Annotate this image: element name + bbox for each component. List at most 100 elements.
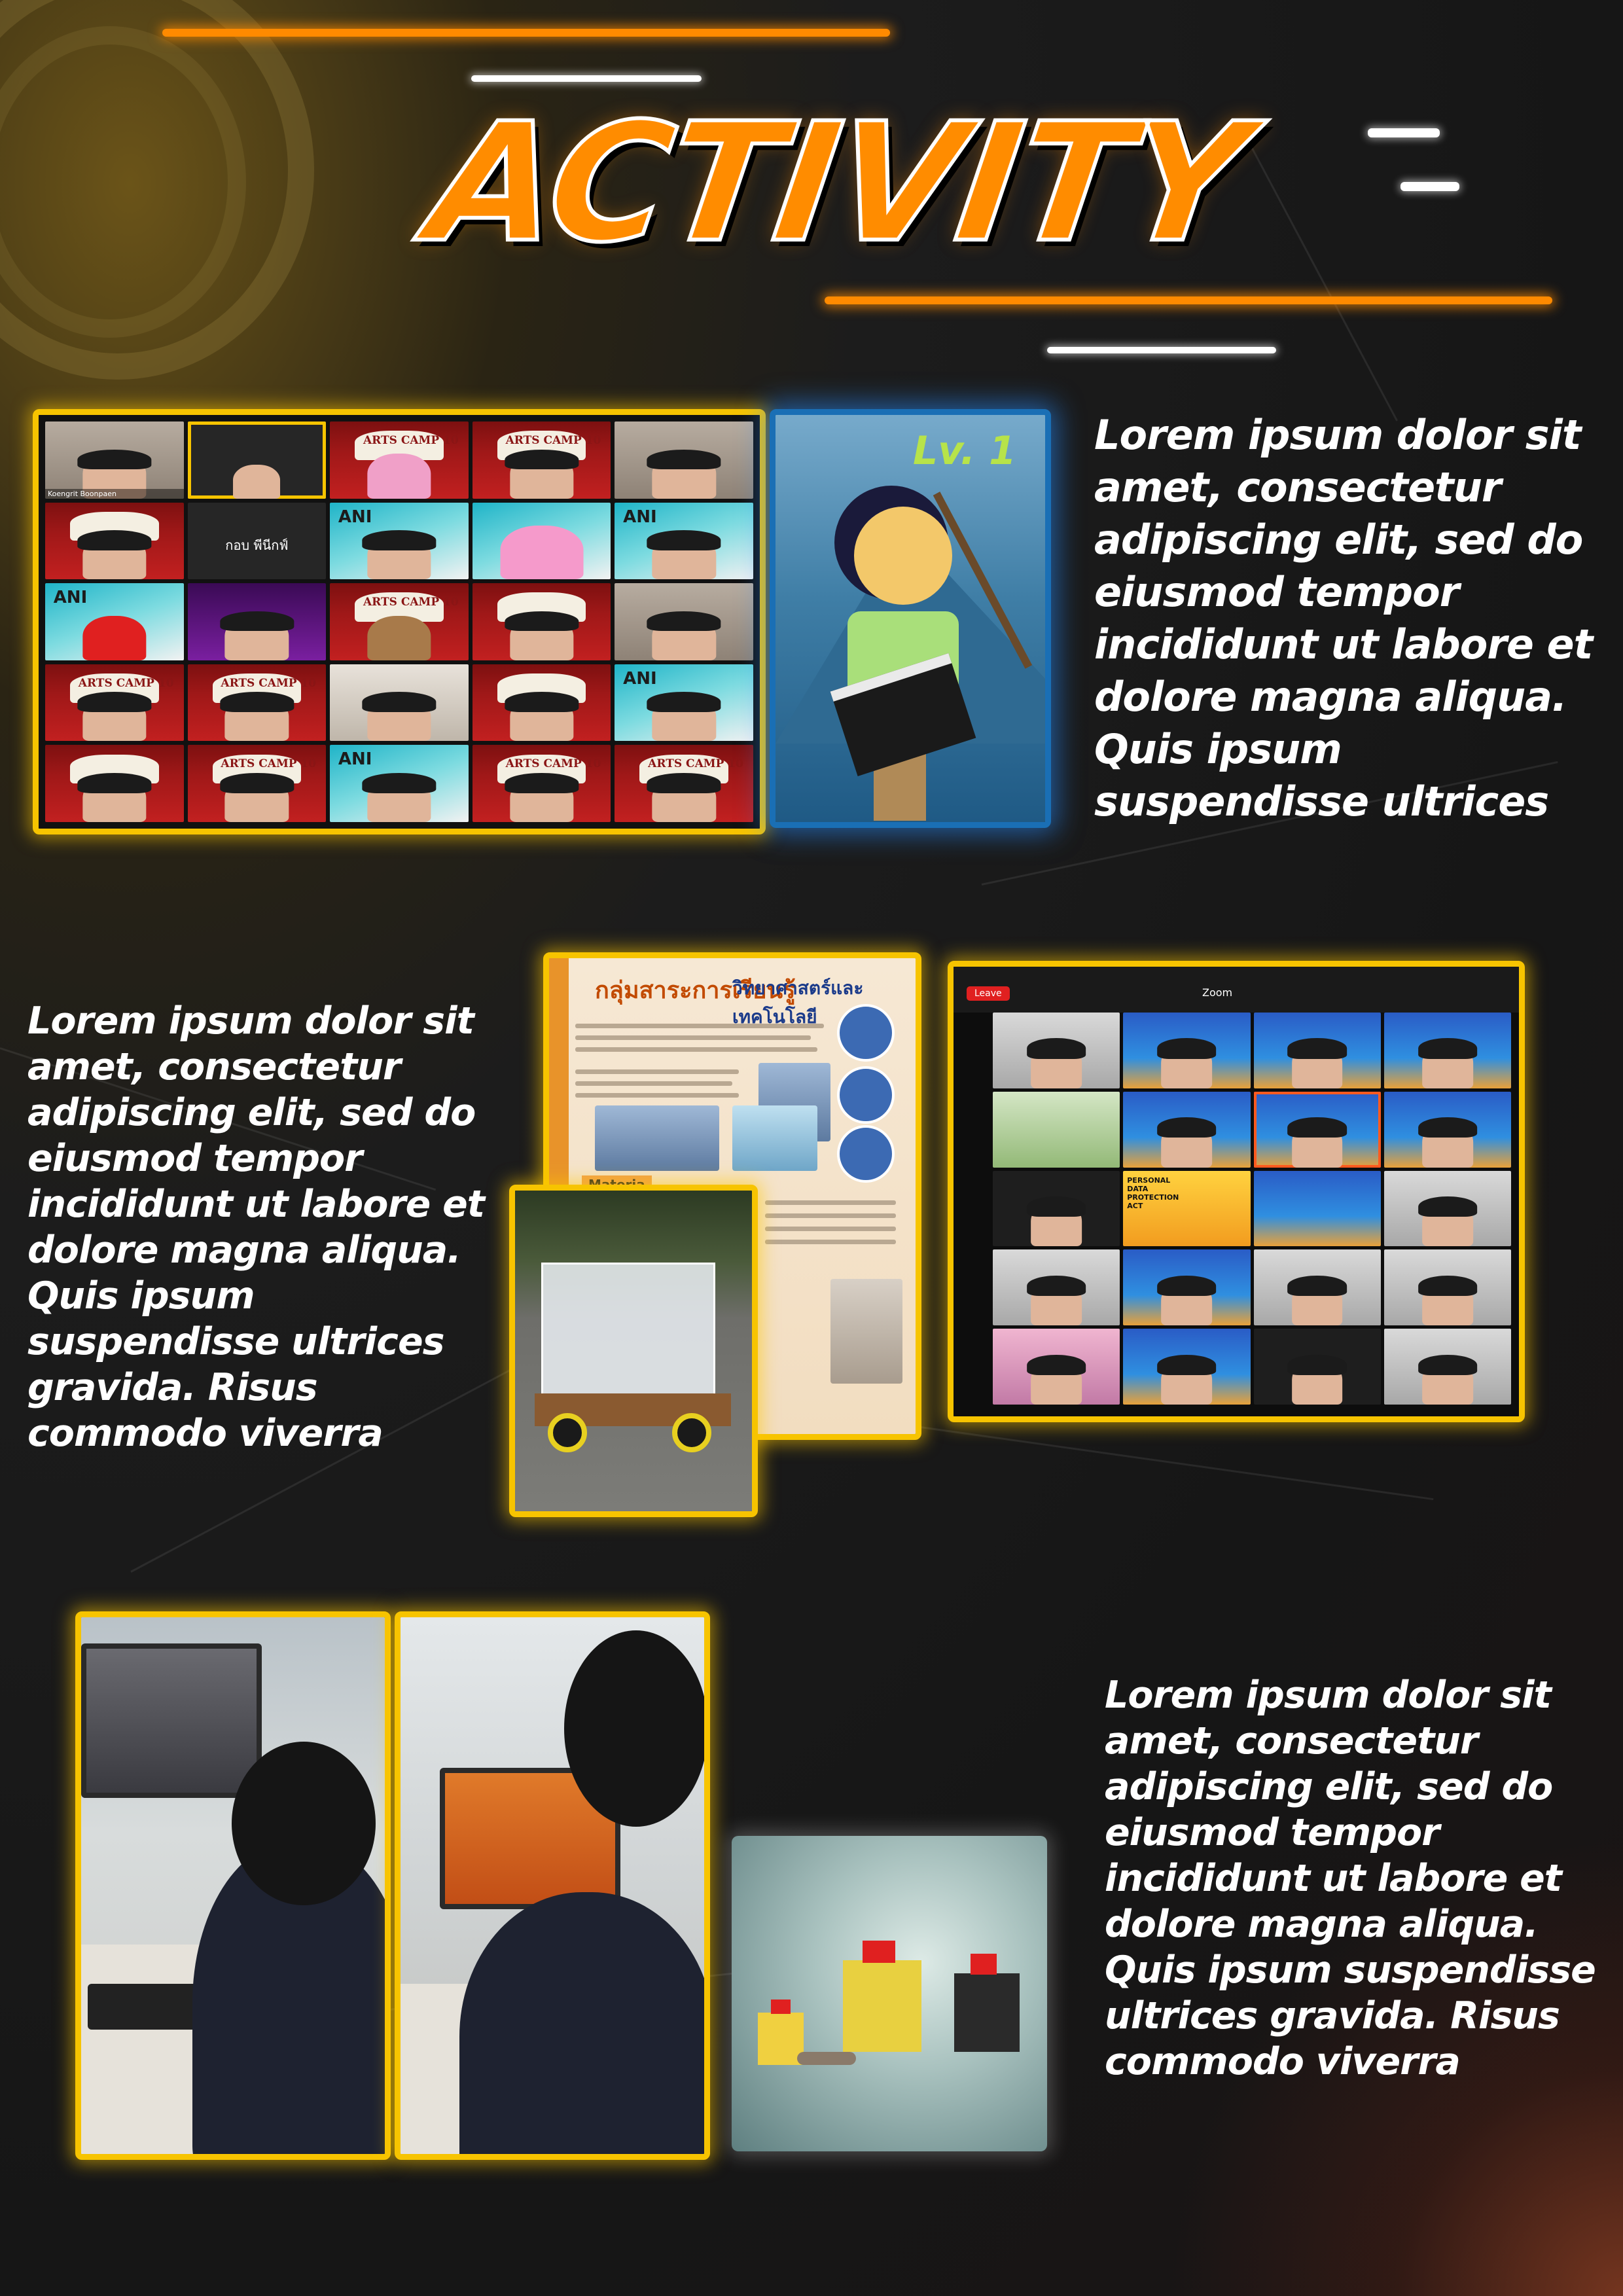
character-illustration: Lv. 1 xyxy=(776,415,1045,822)
participant-tile xyxy=(45,745,184,822)
character-illustration-card: Lv. 1 xyxy=(770,409,1051,828)
computer-monitor xyxy=(81,1643,262,1798)
participant-tile: ARTS CAMP 10 xyxy=(187,745,327,822)
acrylic-box xyxy=(541,1263,715,1410)
participant-tile-active-speaker xyxy=(187,422,327,499)
student-back xyxy=(459,1892,704,2154)
poster-text-line xyxy=(575,1093,739,1098)
participant-tile-pdpa: PERSONAL DATA PROTECTION ACT xyxy=(1123,1170,1251,1247)
poster-text-line xyxy=(765,1227,896,1231)
participant-tile xyxy=(1123,1329,1251,1405)
voxel-chicken-comb xyxy=(863,1941,895,1963)
voxel-chicken-small xyxy=(758,2013,804,2065)
zoom-meeting-screenshot-2: Leave Zoom PERSONAL DATA PROTECTION ACT xyxy=(948,961,1525,1422)
character-head xyxy=(854,507,952,605)
participant-tile xyxy=(1253,1329,1381,1405)
participant-tile xyxy=(1123,1249,1251,1326)
leave-button[interactable]: Leave xyxy=(967,986,1010,1001)
poster-photo xyxy=(732,1105,817,1171)
participant-tile xyxy=(993,1091,1120,1168)
participant-tile: ARTS CAMP 10 xyxy=(615,745,753,822)
voxel-chicken-comb xyxy=(771,2000,791,2014)
participant-tile xyxy=(187,583,327,660)
render-scene xyxy=(732,1836,1047,2151)
poster-portrait xyxy=(837,1004,895,1062)
poster-text-line xyxy=(765,1200,896,1205)
participant-tile xyxy=(1383,1249,1511,1326)
poster-portrait xyxy=(837,1125,895,1183)
participant-tile xyxy=(472,502,611,580)
participant-tile xyxy=(45,502,184,580)
participant-tile xyxy=(615,422,753,499)
participant-tile: ANI xyxy=(330,745,469,822)
poster-text-line xyxy=(765,1240,896,1244)
participant-tile xyxy=(1253,1249,1381,1326)
lab-scene xyxy=(81,1617,385,2154)
participant-tile: ANI xyxy=(330,502,469,580)
participant-tile xyxy=(1383,1091,1511,1168)
participant-tile: Koengrit Boonpaen xyxy=(45,422,184,499)
participant-tile xyxy=(993,1249,1120,1326)
participant-tile xyxy=(472,664,611,742)
level-label: Lv. 1 xyxy=(913,428,1016,474)
page-title: ACTIVITY xyxy=(417,86,1258,280)
participant-tile xyxy=(1123,1091,1251,1168)
participant-tile xyxy=(1383,1013,1511,1088)
poster-portrait xyxy=(837,1066,895,1124)
participant-tile xyxy=(1253,1170,1381,1247)
participant-tile xyxy=(993,1170,1120,1247)
zoom-gallery-grid: Koengrit Boonpaen ARTS CAMP 10 ARTS CAMP… xyxy=(39,415,760,829)
lab-scene xyxy=(401,1617,704,2154)
participant-tile xyxy=(1383,1170,1511,1247)
participant-tile xyxy=(993,1013,1120,1088)
participant-tile xyxy=(1123,1013,1251,1088)
header-bar-orange-bottom xyxy=(825,296,1552,304)
zoom-meeting-screenshot-1: Koengrit Boonpaen ARTS CAMP 10 ARTS CAMP… xyxy=(33,409,766,834)
poster-photo xyxy=(830,1279,902,1384)
student-head xyxy=(232,1742,376,1905)
lab-photo-1 xyxy=(75,1611,391,2160)
voxel-chicken-large xyxy=(843,1960,921,2052)
poster-heading: กลุ่มสาระการเรียนรู้ xyxy=(595,977,796,1004)
header-bar-white-top xyxy=(471,75,702,82)
zoom-toolbar xyxy=(954,967,1519,1013)
participant-tile: ARTS CAMP 10 xyxy=(472,422,611,499)
participant-tile xyxy=(330,664,469,742)
corner-glow xyxy=(1165,1838,1623,2296)
voxel-chicken-comb xyxy=(971,1954,997,1975)
lab-photo-2 xyxy=(395,1611,710,2160)
poster-text-line xyxy=(575,1024,824,1028)
voxel-ground-pebbles xyxy=(797,2052,856,2065)
header-dash-white-1 xyxy=(1368,128,1440,137)
participant-tile xyxy=(1253,1013,1381,1088)
header-dash-white-2 xyxy=(1400,182,1459,191)
robot-photo xyxy=(515,1191,752,1511)
participant-tile xyxy=(993,1329,1120,1405)
robot-wheel xyxy=(672,1413,711,1452)
participant-tile-active-speaker xyxy=(1253,1091,1381,1168)
zoom-gallery-grid: PERSONAL DATA PROTECTION ACT xyxy=(993,1013,1511,1405)
participant-tile xyxy=(1383,1329,1511,1405)
poster-text-line xyxy=(575,1035,811,1040)
robot-wheel xyxy=(548,1413,587,1452)
zoom-window: Leave Zoom PERSONAL DATA PROTECTION ACT xyxy=(954,967,1519,1416)
participant-tile: ARTS CAMP 10 xyxy=(330,422,469,499)
paragraph-3: Lorem ipsum dolor sit amet, consectetur … xyxy=(1105,1674,1596,2083)
poster-text-line xyxy=(575,1069,739,1074)
poster-text-line xyxy=(765,1213,896,1218)
student-head xyxy=(564,1630,704,1827)
participant-tile: ARTS CAMP 10 xyxy=(45,664,184,742)
paragraph-2: Lorem ipsum dolor sit amet, consectetur … xyxy=(27,999,485,1455)
poster-text-line xyxy=(575,1047,817,1052)
poster-text-line xyxy=(575,1081,732,1086)
voxel-chicken-render xyxy=(732,1836,1047,2151)
paragraph-1: Lorem ipsum dolor sit amet, consectetur … xyxy=(1094,411,1593,825)
participant-tile-camera-off: กอบ พีนีกฟ์ xyxy=(187,502,327,580)
participant-tile: ANI xyxy=(615,502,753,580)
participant-tile xyxy=(615,583,753,660)
pdpa-text: PERSONAL DATA PROTECTION ACT xyxy=(1127,1175,1179,1210)
zoom-app-label: Zoom xyxy=(1202,986,1233,999)
participant-tile: ANI xyxy=(615,664,753,742)
poster-photo xyxy=(595,1105,719,1171)
header-bar-white-bottom xyxy=(1047,347,1276,353)
